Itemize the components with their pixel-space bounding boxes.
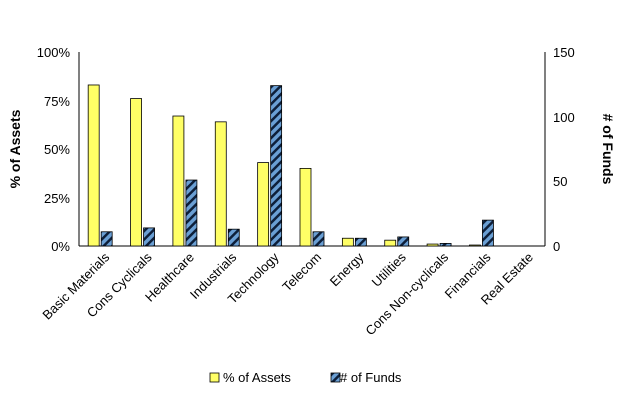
bar-funds-0 xyxy=(100,231,113,247)
legend-label-funds: # of Funds xyxy=(340,370,402,385)
right-tick-label: 100 xyxy=(553,110,575,125)
bars-group xyxy=(87,84,494,247)
bar-assets-6 xyxy=(341,237,354,247)
category-label-5: Telecom xyxy=(279,250,324,295)
bar-funds-8 xyxy=(439,243,452,247)
legend-label-assets: % of Assets xyxy=(223,370,291,385)
bar-funds-1 xyxy=(143,227,155,247)
category-label-8: Cons Non-cyclicals xyxy=(362,249,451,338)
y-axis-title: % of Assets xyxy=(7,109,23,188)
right-axis-ticks: 0 50 100 150 xyxy=(553,45,575,254)
right-tick-label: 50 xyxy=(553,174,567,189)
left-tick-label: 100% xyxy=(37,45,71,60)
left-axis-ticks: 0% 25% 50% 75% 100% xyxy=(37,45,71,254)
legend-swatch-funds xyxy=(330,372,341,383)
left-tick-label: 0% xyxy=(51,239,70,254)
bar-assets-1 xyxy=(130,98,142,247)
bar-funds-6 xyxy=(354,237,367,247)
right-tick-label: 150 xyxy=(553,45,575,60)
bar-funds-2 xyxy=(185,179,198,247)
bar-funds-9 xyxy=(482,219,494,247)
left-tick-label: 50% xyxy=(44,142,70,157)
bar-assets-4 xyxy=(257,162,270,247)
bar-assets-7 xyxy=(384,239,397,247)
bar-funds-3 xyxy=(227,228,240,247)
y2-axis-title: # of Funds xyxy=(600,114,616,185)
bar-assets-0 xyxy=(87,84,100,247)
bar-assets-3 xyxy=(214,121,227,247)
bar-assets-9 xyxy=(469,244,481,247)
legend: % of Assets # of Funds xyxy=(209,370,402,385)
left-tick-label: 75% xyxy=(44,94,70,109)
bar-assets-8 xyxy=(426,243,439,247)
bar-assets-2 xyxy=(172,115,185,247)
bar-funds-4 xyxy=(270,85,283,247)
right-tick-label: 0 xyxy=(553,239,560,254)
category-label-6: Energy xyxy=(327,249,367,289)
legend-swatch-assets xyxy=(209,372,220,383)
bar-funds-7 xyxy=(397,236,410,247)
bar-assets-5 xyxy=(299,167,312,247)
left-tick-label: 25% xyxy=(44,191,70,206)
category-label-7: Utilities xyxy=(369,249,410,290)
bar-funds-5 xyxy=(312,231,325,247)
